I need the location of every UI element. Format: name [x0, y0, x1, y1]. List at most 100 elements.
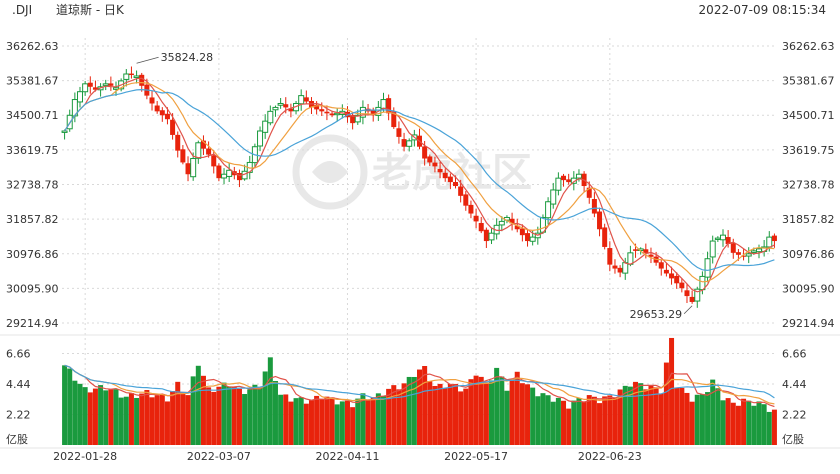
- volume-bar: [715, 388, 721, 445]
- volume-bar: [417, 369, 422, 445]
- candle-body: [283, 104, 289, 108]
- volume-bar: [180, 393, 186, 445]
- volume-bar: [77, 383, 83, 445]
- volume-bar: [380, 396, 386, 445]
- price-tick-label: 30095.90: [782, 282, 835, 295]
- candle-body: [684, 290, 690, 297]
- volume-bar: [386, 388, 392, 445]
- price-tick-label: 35381.67: [6, 75, 59, 88]
- price-tick-label: 34500.71: [782, 109, 835, 122]
- volume-bar: [195, 365, 201, 445]
- volume-ma-line: [64, 364, 775, 400]
- date-tick-label: 2022-06-23: [578, 450, 642, 463]
- volume-bar: [550, 401, 556, 445]
- volume-bar: [62, 365, 68, 445]
- grid: [0, 38, 840, 449]
- volume-bar: [283, 394, 289, 445]
- candle-body: [607, 248, 613, 265]
- price-ma-line: [64, 88, 775, 272]
- candle-body: [519, 228, 525, 236]
- date-tick-label: 2022-03-07: [187, 450, 251, 463]
- volume-bar: [761, 404, 767, 445]
- volume-bar: [710, 379, 716, 445]
- candle-body: [359, 106, 366, 118]
- volume-bar: [154, 395, 160, 445]
- candle-body: [735, 252, 741, 255]
- annotation-label: 29653.29: [630, 308, 683, 321]
- candle-body: [324, 111, 330, 114]
- candle-body: [102, 83, 109, 86]
- candle-body: [164, 113, 170, 120]
- volume-bar: [499, 376, 505, 445]
- candle-body: [658, 262, 664, 269]
- volume-bar: [175, 381, 181, 445]
- volume-bar: [190, 376, 196, 445]
- candle-body: [648, 254, 654, 257]
- price-tick-label: 30095.90: [6, 282, 59, 295]
- volume-bar: [602, 396, 608, 445]
- candle-body: [442, 172, 448, 179]
- volume-bar: [519, 383, 525, 445]
- candle-body: [643, 249, 649, 253]
- candle-body: [123, 73, 130, 80]
- candle-body: [391, 111, 397, 128]
- volume-bar: [87, 392, 93, 445]
- volume-bar: [82, 387, 88, 445]
- volume-bar: [216, 386, 222, 445]
- candle-body: [463, 194, 469, 206]
- candle-body: [272, 106, 279, 111]
- volume-bar: [447, 383, 453, 445]
- price-axis-left: 36262.63 35381.67 34500.71 33619.75 32738.78…: [6, 40, 59, 330]
- candle-body: [206, 148, 212, 155]
- volume-bar: [504, 390, 510, 445]
- volume-bar: [483, 382, 489, 445]
- volume-bar: [314, 395, 320, 445]
- candle-body: [447, 176, 453, 183]
- price-ma-line: [64, 81, 775, 283]
- volume-bar: [463, 388, 469, 445]
- candle-body: [396, 128, 402, 137]
- candle-body: [319, 109, 325, 112]
- volume-bar: [231, 386, 237, 445]
- volume-tick-label: 6.66: [782, 348, 807, 361]
- volume-bar: [473, 375, 479, 445]
- volume-bar: [247, 389, 253, 445]
- volume-bar: [566, 408, 572, 445]
- volume-bar: [720, 400, 726, 445]
- volume-bar: [236, 388, 242, 445]
- volume-bar: [684, 392, 690, 445]
- volume-bar: [756, 401, 762, 445]
- candle-body: [159, 110, 165, 116]
- annotation-leader: [683, 305, 693, 315]
- candle-body: [755, 248, 762, 253]
- candle-body: [61, 130, 68, 133]
- candle-body: [709, 240, 716, 258]
- volume-bar: [211, 391, 217, 445]
- volume-tick-label: 2.22: [782, 409, 807, 422]
- volume-bar: [525, 384, 531, 445]
- candle-body: [190, 158, 197, 178]
- volume-bar: [406, 376, 412, 445]
- candle-body: [741, 255, 747, 257]
- volume-bar: [571, 400, 577, 445]
- volume-bar: [489, 380, 495, 445]
- symbol-label: .DJI: [12, 3, 32, 17]
- volume-bar: [401, 383, 407, 445]
- candle-body: [730, 243, 736, 253]
- candle-body: [432, 162, 438, 167]
- annotation-label: 35824.28: [161, 51, 214, 64]
- price-tick-label: 30976.86: [782, 248, 835, 261]
- volume-bar: [468, 379, 474, 445]
- volume-bar: [67, 368, 73, 445]
- candle-body: [694, 288, 701, 302]
- volume-bar: [164, 401, 170, 445]
- volume-bar: [303, 403, 309, 445]
- candle-body: [488, 232, 495, 241]
- date-tick-label: 2022-05-17: [444, 450, 508, 463]
- volume-bar: [288, 401, 294, 445]
- volume-bar: [535, 396, 541, 445]
- candle-body: [427, 156, 433, 163]
- candle-body: [597, 211, 603, 230]
